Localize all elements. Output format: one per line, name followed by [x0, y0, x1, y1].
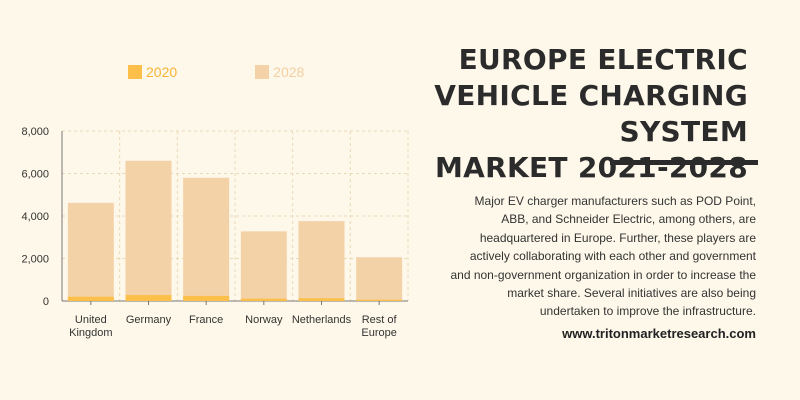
title-line: MARKET 2021-2028 [434, 151, 748, 184]
bar-2028 [67, 202, 114, 301]
title-line: EUROPE ELECTRIC [458, 43, 748, 76]
y-tick-label: 8,000 [21, 126, 49, 138]
bar-2020 [356, 299, 403, 301]
x-tick-label: Netherlands [292, 314, 352, 326]
x-tick-label: France [189, 314, 223, 326]
x-tick-label: Norway [245, 314, 283, 326]
bar-chart: 0 2,000 4,000 6,000 8,000 United Kingdom German… [21, 126, 409, 339]
x-tick-label: Germany [126, 314, 172, 326]
legend-label-2020: 2020 [146, 64, 178, 80]
x-tick-label: Rest of Europe [361, 314, 397, 339]
bar-2020 [125, 295, 172, 301]
bar-2028 [125, 160, 172, 301]
y-tick-label: 4,000 [21, 211, 49, 223]
legend-swatch-2028 [255, 65, 270, 79]
bar-2028 [356, 257, 403, 301]
page-title: EUROPE ELECTRIC VEHICLE CHARGING SYSTEM … [318, 42, 748, 186]
website-link[interactable]: www.tritonmarketresearch.com [562, 326, 756, 341]
bar-2028 [240, 231, 287, 301]
bar-2028 [298, 221, 345, 301]
bar-2020 [67, 296, 114, 301]
description-text: Major EV charger manufacturers such as P… [450, 194, 756, 319]
title-line: VEHICLE CHARGING SYSTEM [434, 79, 748, 148]
bar-2020 [240, 298, 287, 301]
y-tick-label: 2,000 [21, 254, 49, 266]
title-underline [610, 160, 758, 165]
legend-item-2028[interactable]: 2028 [255, 64, 304, 80]
y-tick-label: 6,000 [21, 169, 49, 181]
legend-item-2020[interactable]: 2020 [128, 64, 177, 80]
legend-label-2028: 2028 [273, 64, 305, 80]
bar-2028 [183, 177, 230, 301]
bar-2020 [183, 295, 230, 301]
legend: 2020 2028 [128, 64, 304, 80]
x-tick-label: United Kingdom [69, 314, 112, 339]
legend-swatch-2020 [128, 65, 142, 79]
chart-area: 2020 2028 0 2,000 4,000 6,000 8,000 United Kin… [21, 64, 409, 339]
bar-2020 [298, 298, 345, 301]
y-tick-label: 0 [43, 296, 49, 308]
